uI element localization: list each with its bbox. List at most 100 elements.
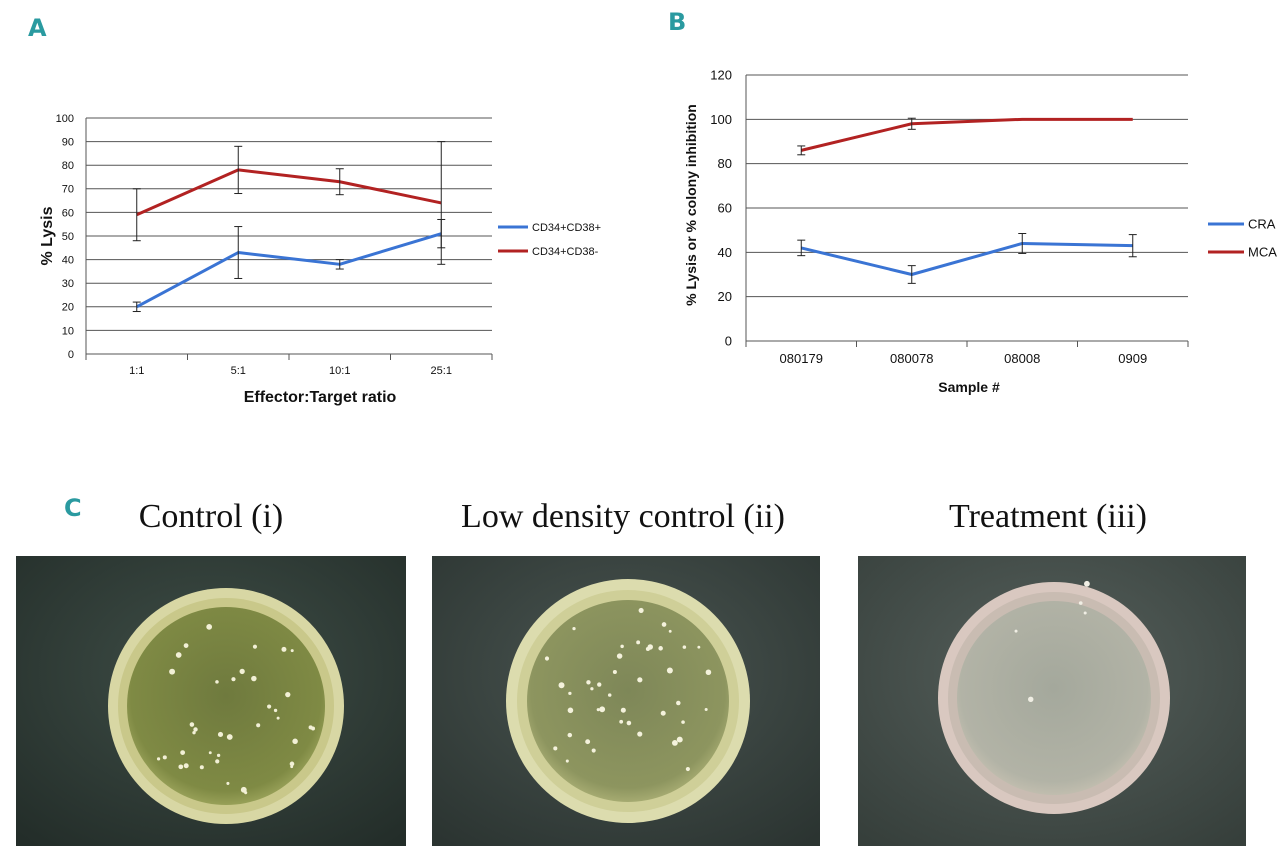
- colony: [616, 653, 623, 659]
- colony: [226, 734, 233, 740]
- y-tick-label: 100: [56, 113, 74, 125]
- colony: [267, 704, 272, 709]
- x-tick-label: 25:1: [431, 365, 452, 377]
- colony: [1078, 601, 1083, 605]
- y-tick-label: 100: [710, 112, 732, 127]
- x-axis-title: Effector:Target ratio: [244, 389, 397, 406]
- colony: [162, 755, 167, 760]
- error-bar: [1128, 234, 1137, 258]
- x-tick-label: 1:1: [129, 365, 144, 377]
- y-tick-label: 90: [62, 136, 74, 148]
- colony: [308, 725, 313, 730]
- colony: [178, 764, 184, 770]
- y-tick-label: 60: [62, 207, 74, 219]
- colony: [292, 738, 298, 745]
- error-bar: [234, 145, 243, 195]
- x-tick-label: 080179: [780, 351, 823, 366]
- y-tick-label: 40: [718, 245, 732, 260]
- colony: [216, 753, 221, 758]
- colony: [567, 707, 574, 714]
- legend-label: CD34+CD38-: [532, 246, 599, 258]
- series-line-mca: [800, 117, 1133, 152]
- colony: [256, 723, 261, 728]
- y-tick-label: 80: [718, 156, 732, 171]
- colony: [175, 652, 182, 658]
- error-bar: [335, 259, 344, 270]
- colony: [620, 707, 626, 713]
- y-axis-title: % Lysis: [39, 206, 56, 265]
- colony: [189, 722, 195, 727]
- error-bar: [234, 226, 243, 279]
- colony: [681, 720, 685, 724]
- y-tick-label: 80: [62, 160, 74, 172]
- colony: [1028, 696, 1034, 703]
- petri-dish-agar: [127, 607, 325, 805]
- petri-dish-agar: [527, 600, 729, 802]
- colony: [685, 766, 690, 772]
- y-tick-label: 0: [68, 349, 74, 361]
- y-tick-label: 60: [718, 201, 732, 216]
- y-tick-label: 70: [62, 184, 74, 196]
- error-bar: [335, 168, 344, 196]
- colony: [215, 759, 220, 764]
- colony: [585, 739, 591, 745]
- error-bar: [907, 117, 916, 130]
- x-tick-label: 5:1: [231, 365, 246, 377]
- colony: [180, 750, 186, 756]
- colony: [544, 656, 550, 661]
- colony: [661, 622, 667, 627]
- colony: [565, 759, 569, 763]
- colony: [226, 781, 230, 785]
- caption-low-density-control: Low density control (ii): [461, 498, 785, 535]
- colony: [599, 706, 606, 713]
- y-tick-label: 0: [725, 334, 732, 349]
- x-tick-label: 10:1: [329, 365, 350, 377]
- chart-a: 0 10 20 30 40 50 60 70 80 90 100 1:1 5:1 10:1 25:1 Effe…: [39, 113, 601, 406]
- colony: [704, 707, 708, 712]
- y-tick-label: 20: [718, 289, 732, 304]
- x-tick-label: 0909: [1118, 351, 1147, 366]
- colony: [281, 646, 287, 652]
- colony: [1083, 611, 1087, 615]
- colony: [586, 680, 591, 685]
- colony: [558, 682, 565, 689]
- y-tick-label: 50: [62, 231, 74, 243]
- colony: [676, 700, 681, 706]
- colony: [1014, 629, 1018, 633]
- colony: [276, 716, 280, 720]
- colony: [192, 730, 196, 735]
- error-bar: [907, 265, 916, 284]
- colony: [682, 645, 687, 649]
- colony: [658, 646, 663, 651]
- colony: [636, 640, 641, 645]
- colony: [705, 669, 712, 676]
- colony: [591, 748, 596, 753]
- colony: [671, 739, 678, 746]
- panel-label-a: A: [28, 14, 47, 42]
- colony: [206, 623, 213, 630]
- colony: [251, 675, 257, 682]
- caption-treatment: Treatment (iii): [949, 498, 1147, 535]
- panel-label-b: B: [668, 8, 687, 36]
- colony: [244, 791, 248, 795]
- panel-label-c: C: [64, 494, 82, 522]
- error-bar: [132, 301, 141, 313]
- colony: [183, 763, 189, 769]
- colony: [156, 757, 161, 761]
- y-tick-label: 40: [62, 254, 74, 266]
- colony: [697, 645, 701, 649]
- error-bar: [797, 145, 806, 156]
- petri-dish-agar: [957, 601, 1151, 795]
- colony: [285, 691, 291, 698]
- x-axis-title: Sample #: [938, 379, 1000, 395]
- colony: [252, 644, 258, 649]
- error-bar: [1018, 232, 1027, 254]
- legend-label: MCA: [1248, 245, 1277, 260]
- colony: [666, 667, 673, 674]
- colony: [1084, 580, 1090, 587]
- x-tick-label: 08008: [1004, 351, 1040, 366]
- colony: [567, 732, 573, 738]
- colony: [596, 708, 600, 712]
- photo-low-density-plate: [432, 556, 820, 846]
- y-tick-label: 30: [62, 278, 74, 290]
